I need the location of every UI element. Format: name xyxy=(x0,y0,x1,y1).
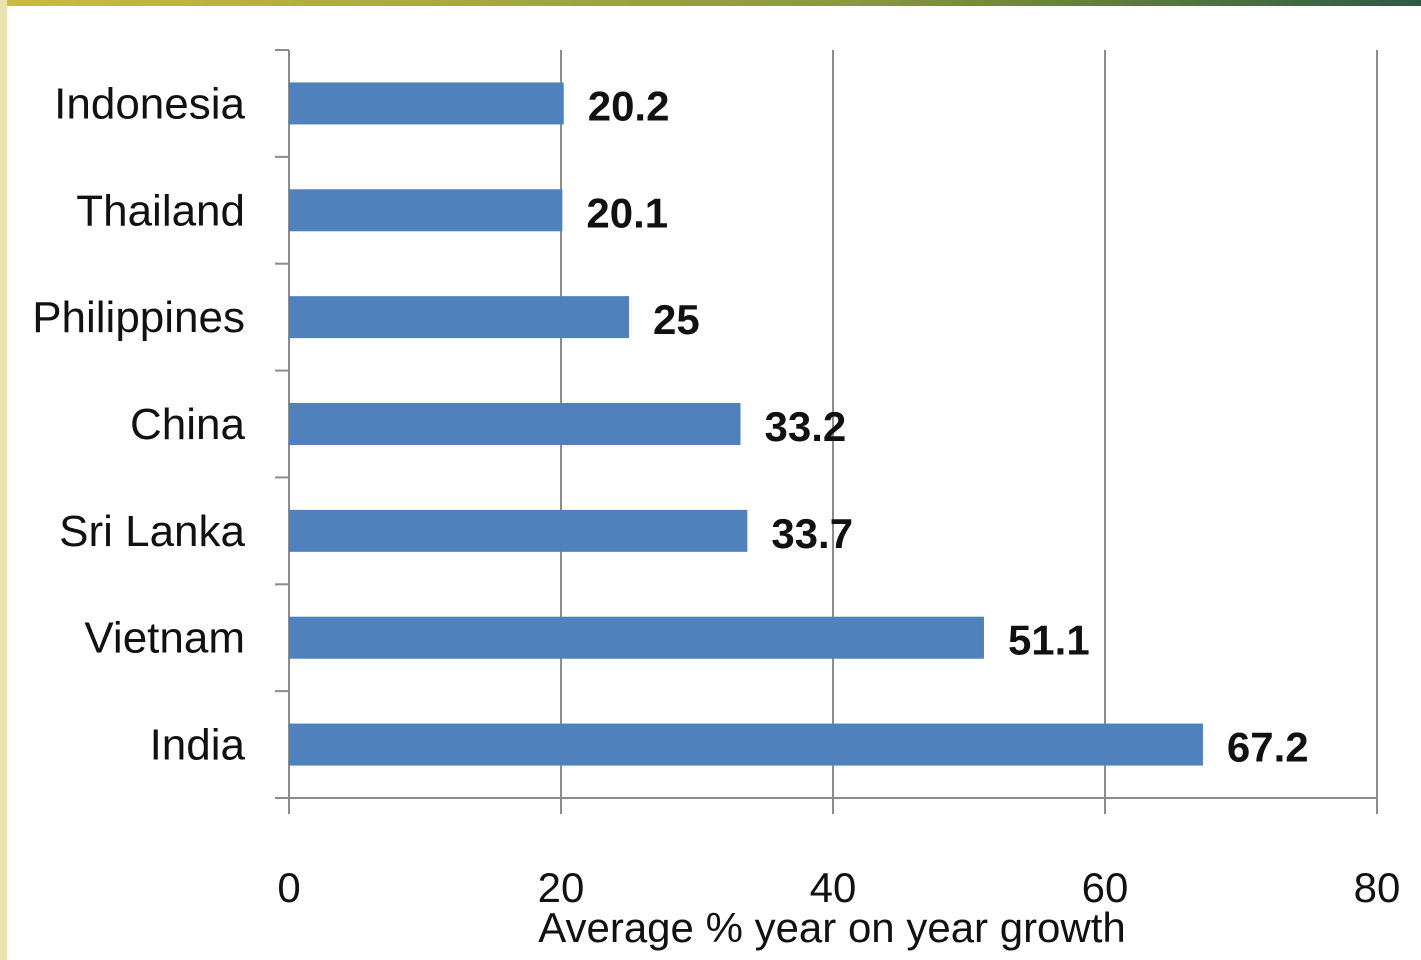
bars xyxy=(289,82,1203,766)
left-border-strip xyxy=(0,0,7,960)
value-label-sri-lanka: 33.7 xyxy=(771,510,853,557)
value-label-indonesia: 20.2 xyxy=(588,82,670,129)
x-tick-label-40: 40 xyxy=(810,864,857,911)
x-axis-title: Average % year on year growth xyxy=(538,904,1126,951)
bar-indonesia xyxy=(289,82,564,125)
value-label-thailand: 20.1 xyxy=(586,189,668,236)
bar-sri-lanka xyxy=(289,509,748,552)
top-border-strip xyxy=(0,0,1421,6)
x-tick-label-0: 0 xyxy=(277,864,300,911)
category-label-indonesia: Indonesia xyxy=(54,79,245,128)
category-label-china: China xyxy=(130,400,245,449)
value-labels: 20.2 20.1 25 33.2 33.7 51.1 67.2 xyxy=(586,82,1308,770)
category-label-philippines: Philippines xyxy=(32,293,245,342)
x-tick-label-20: 20 xyxy=(538,864,585,911)
x-tick-label-60: 60 xyxy=(1082,864,1129,911)
bar-vietnam xyxy=(289,616,984,659)
category-labels: Indonesia Thailand Philippines China Sri Lan… xyxy=(32,79,245,769)
x-tick-label-80: 80 xyxy=(1354,864,1401,911)
value-label-vietnam: 51.1 xyxy=(1008,617,1090,664)
category-label-india: India xyxy=(150,721,246,770)
category-label-sri-lanka: Sri Lanka xyxy=(59,507,245,556)
category-label-vietnam: Vietnam xyxy=(84,614,245,663)
category-label-thailand: Thailand xyxy=(76,186,245,235)
value-label-philippines: 25 xyxy=(653,296,700,343)
tick-labels: 0 20 40 60 80 xyxy=(277,864,1400,911)
value-label-india: 67.2 xyxy=(1227,724,1309,771)
bar-india xyxy=(289,723,1203,766)
bar-china xyxy=(289,403,741,445)
value-label-china: 33.2 xyxy=(765,403,847,450)
bar-philippines xyxy=(289,296,629,339)
bar-thailand xyxy=(289,189,563,232)
